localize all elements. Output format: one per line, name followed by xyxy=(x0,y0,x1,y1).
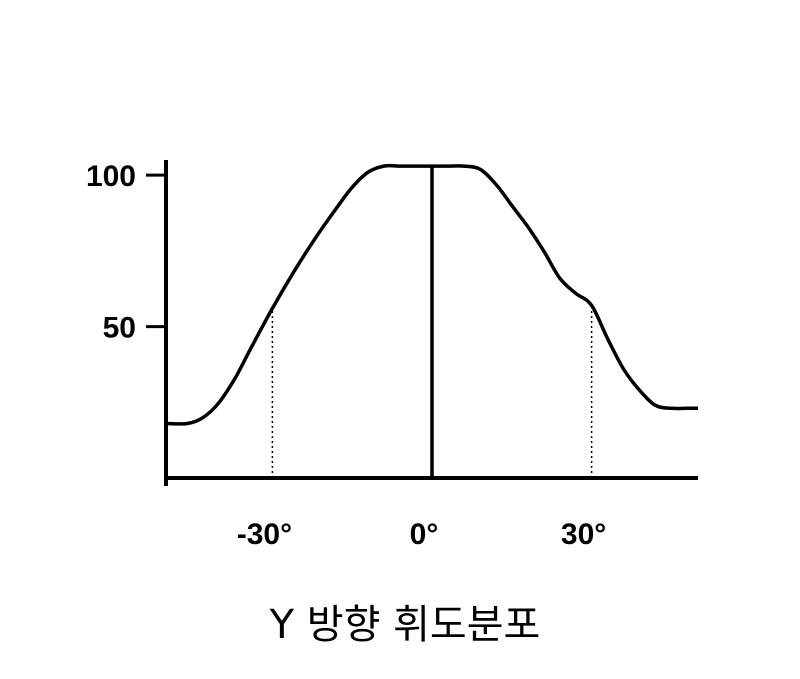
reference-lines xyxy=(272,166,591,478)
y-tick-label: 100 xyxy=(86,160,136,193)
x-tick-label: -30° xyxy=(237,518,292,551)
tick-labels: 100 50 -30° 0° 30° xyxy=(86,160,606,551)
x-tick-label: 0° xyxy=(410,518,439,551)
chart-caption: Y 방향 휘도분포 xyxy=(269,602,541,648)
axes xyxy=(146,160,698,486)
y-tick-label: 50 xyxy=(103,312,136,345)
x-tick-label: 30° xyxy=(561,518,606,551)
